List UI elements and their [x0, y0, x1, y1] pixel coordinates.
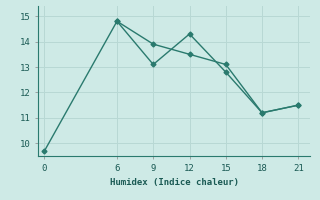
X-axis label: Humidex (Indice chaleur): Humidex (Indice chaleur) — [110, 178, 239, 187]
